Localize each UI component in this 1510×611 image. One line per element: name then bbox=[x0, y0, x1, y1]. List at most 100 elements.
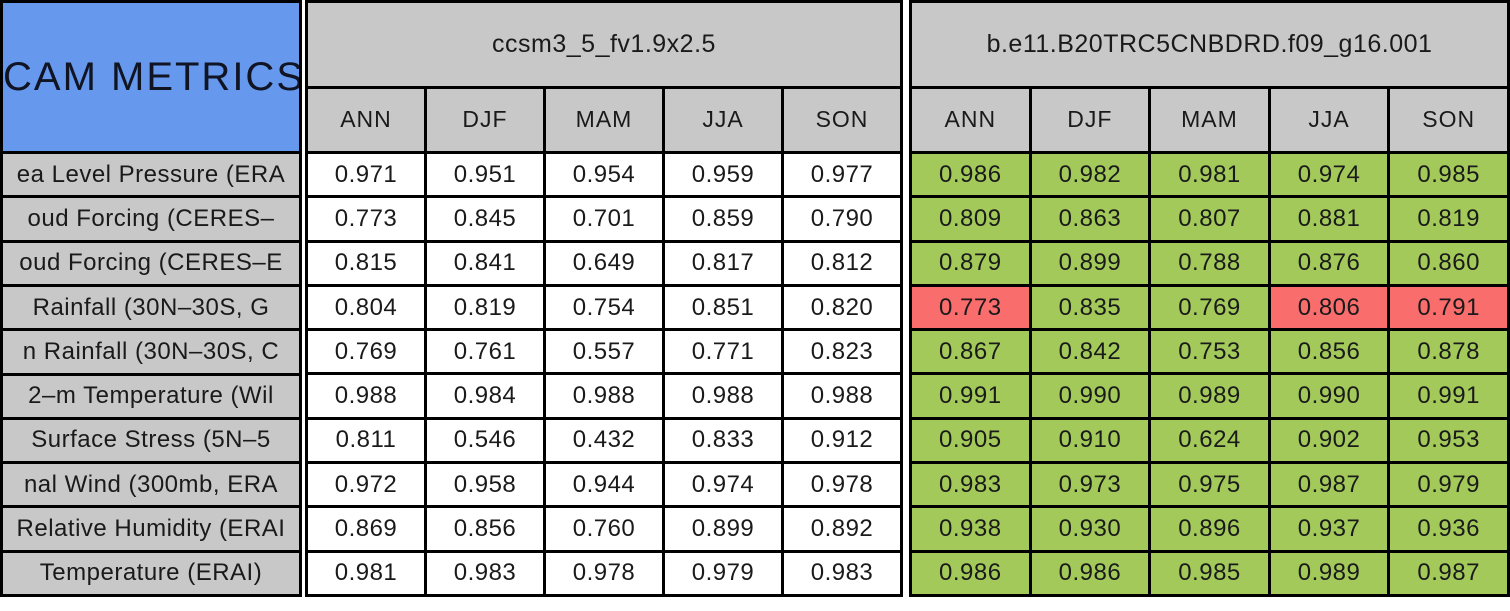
metric-value: 0.983 bbox=[424, 549, 546, 598]
metric-value: 0.985 bbox=[1387, 150, 1510, 199]
metric-value: 0.760 bbox=[543, 505, 665, 553]
row-label-surface-stress: Surface Stress (5N–5 bbox=[0, 416, 302, 465]
model1-season-jja: JJA bbox=[662, 85, 784, 155]
metric-value: 0.649 bbox=[543, 239, 665, 287]
row-label-land-rainfall: Rainfall (30N–30S, G bbox=[0, 283, 302, 332]
metric-value: 0.817 bbox=[662, 239, 784, 287]
metric-value: 0.860 bbox=[1387, 239, 1510, 287]
metric-value: 0.987 bbox=[1387, 549, 1510, 598]
metric-value: 0.902 bbox=[1267, 416, 1391, 465]
metric-value: 0.823 bbox=[781, 328, 903, 376]
metric-value: 0.981 bbox=[1148, 150, 1271, 199]
metric-value: 0.701 bbox=[543, 195, 665, 243]
metric-value: 0.856 bbox=[1267, 328, 1391, 376]
metric-value: 0.867 bbox=[909, 328, 1032, 376]
metric-value: 0.788 bbox=[1148, 239, 1271, 287]
metric-value: 0.773 bbox=[305, 195, 427, 243]
model1-season-son: SON bbox=[781, 85, 903, 155]
metric-value: 0.815 bbox=[305, 239, 427, 287]
metric-value: 0.977 bbox=[781, 150, 903, 199]
metric-value: 0.986 bbox=[909, 549, 1032, 598]
page-title: CAM METRICS bbox=[0, 0, 302, 155]
model2-panel: b.e11.B20TRC5CNBDRD.f09_g16.001 ANN DJF … bbox=[909, 0, 1510, 598]
metric-value: 0.845 bbox=[424, 195, 546, 243]
metric-value: 0.987 bbox=[1267, 461, 1391, 509]
metric-value: 0.809 bbox=[909, 195, 1032, 243]
row-label-sea-level-pressure: ea Level Pressure (ERA bbox=[0, 151, 302, 199]
metric-value: 0.892 bbox=[781, 505, 903, 553]
row-label-lw-cloud-forcing: oud Forcing (CERES–E bbox=[0, 239, 302, 287]
metric-value: 0.769 bbox=[1148, 283, 1271, 332]
model1-season-ann: ANN bbox=[305, 85, 427, 155]
metric-value: 0.930 bbox=[1028, 505, 1152, 553]
row-label-zonal-wind: nal Wind (300mb, ERA bbox=[0, 461, 302, 509]
metric-value: 0.953 bbox=[1387, 416, 1510, 465]
metric-value: 0.804 bbox=[305, 283, 427, 332]
metric-value: 0.981 bbox=[305, 549, 427, 598]
metric-value: 0.879 bbox=[909, 239, 1032, 287]
metric-value: 0.863 bbox=[1028, 195, 1152, 243]
metric-value: 0.938 bbox=[909, 505, 1032, 553]
metric-value: 0.982 bbox=[1028, 150, 1152, 199]
metric-value: 0.773 bbox=[909, 283, 1032, 332]
model2-name: b.e11.B20TRC5CNBDRD.f09_g16.001 bbox=[909, 0, 1510, 89]
metric-value: 0.971 bbox=[305, 150, 427, 199]
metric-value: 0.978 bbox=[781, 461, 903, 509]
metric-value: 0.972 bbox=[305, 461, 427, 509]
metric-value: 0.856 bbox=[424, 505, 546, 553]
row-label-sw-cloud-forcing: oud Forcing (CERES– bbox=[0, 195, 302, 243]
metric-value: 0.899 bbox=[1028, 239, 1152, 287]
metric-value: 0.771 bbox=[662, 328, 784, 376]
metric-value: 0.989 bbox=[1148, 372, 1271, 420]
metric-value: 0.958 bbox=[424, 461, 546, 509]
metric-value: 0.859 bbox=[662, 195, 784, 243]
metric-value: 0.811 bbox=[305, 416, 427, 465]
row-labels-panel: CAM METRICS ea Level Pressure (ERA oud F… bbox=[0, 0, 302, 598]
metric-value: 0.878 bbox=[1387, 328, 1510, 376]
model1-name: ccsm3_5_fv1.9x2.5 bbox=[305, 0, 903, 89]
metric-value: 0.791 bbox=[1387, 283, 1510, 332]
model1-season-mam: MAM bbox=[543, 85, 665, 155]
metric-value: 0.991 bbox=[909, 372, 1032, 420]
metric-value: 0.985 bbox=[1148, 549, 1271, 598]
metric-value: 0.881 bbox=[1267, 195, 1391, 243]
metric-value: 0.954 bbox=[543, 150, 665, 199]
metric-value: 0.988 bbox=[781, 372, 903, 420]
metric-value: 0.983 bbox=[909, 461, 1032, 509]
metric-value: 0.959 bbox=[662, 150, 784, 199]
metric-value: 0.546 bbox=[424, 416, 546, 465]
model2-season-djf: DJF bbox=[1028, 85, 1152, 155]
metric-value: 0.557 bbox=[543, 328, 665, 376]
metric-value: 0.842 bbox=[1028, 328, 1152, 376]
metric-value: 0.905 bbox=[909, 416, 1032, 465]
metric-value: 0.835 bbox=[1028, 283, 1152, 332]
metric-value: 0.812 bbox=[781, 239, 903, 287]
metric-value: 0.624 bbox=[1148, 416, 1271, 465]
metric-value: 0.936 bbox=[1387, 505, 1510, 553]
metric-value: 0.807 bbox=[1148, 195, 1271, 243]
model2-season-mam: MAM bbox=[1148, 85, 1271, 155]
metric-value: 0.983 bbox=[781, 549, 903, 598]
metric-value: 0.974 bbox=[1267, 150, 1391, 199]
metric-value: 0.910 bbox=[1028, 416, 1152, 465]
metric-value: 0.990 bbox=[1028, 372, 1152, 420]
metric-value: 0.978 bbox=[543, 549, 665, 598]
metric-value: 0.944 bbox=[543, 461, 665, 509]
metric-value: 0.820 bbox=[781, 283, 903, 332]
metric-value: 0.819 bbox=[1387, 195, 1510, 243]
metric-value: 0.988 bbox=[662, 372, 784, 420]
metric-value: 0.973 bbox=[1028, 461, 1152, 509]
metric-value: 0.833 bbox=[662, 416, 784, 465]
metric-value: 0.806 bbox=[1267, 283, 1391, 332]
model1-panel: ccsm3_5_fv1.9x2.5 ANN DJF MAM JJA SON 0.… bbox=[305, 0, 903, 598]
metric-value: 0.988 bbox=[543, 372, 665, 420]
metric-value: 0.899 bbox=[662, 505, 784, 553]
metric-value: 0.851 bbox=[662, 283, 784, 332]
model2-season-son: SON bbox=[1387, 85, 1510, 155]
metric-value: 0.912 bbox=[781, 416, 903, 465]
row-label-temperature: Temperature (ERAI) bbox=[0, 549, 302, 598]
metric-value: 0.991 bbox=[1387, 372, 1510, 420]
row-label-2m-temperature: 2–m Temperature (Wil bbox=[0, 372, 302, 420]
metric-value: 0.979 bbox=[662, 549, 784, 598]
